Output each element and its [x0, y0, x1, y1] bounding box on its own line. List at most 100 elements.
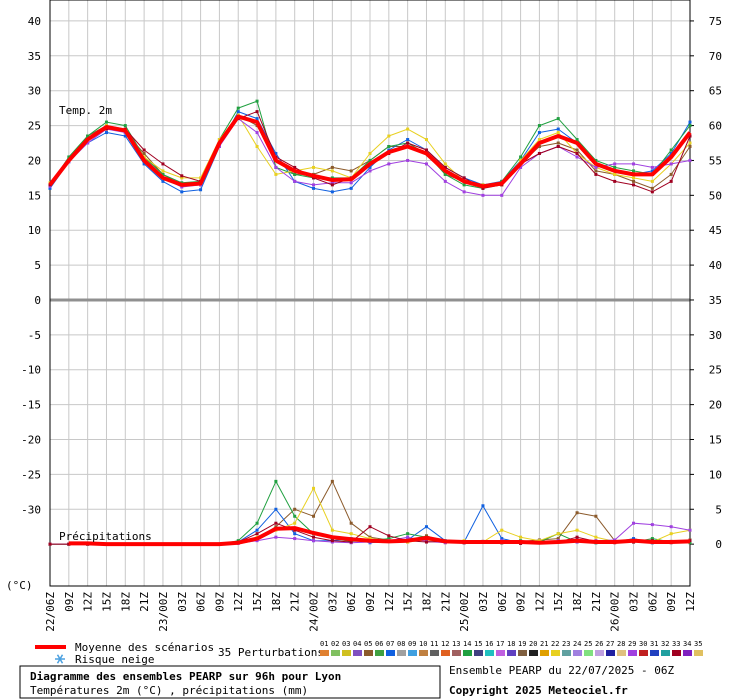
perturbation-label: 33: [672, 640, 680, 648]
perturbation-swatch: [463, 650, 472, 656]
copyright: Copyright 2025 Meteociel.fr: [449, 684, 628, 697]
member-temp-line-point: [594, 165, 598, 169]
member-temp-line-point: [594, 172, 598, 176]
member-temp-line-point: [330, 181, 334, 185]
member-precip-line-point: [312, 486, 316, 490]
member-temp-line-point: [481, 193, 485, 197]
member-temp-line-point: [669, 172, 673, 176]
member-temp-line-point: [387, 162, 391, 166]
y-tick-label: 20: [28, 154, 41, 167]
member-temp-line-point: [255, 110, 259, 114]
member-precip-line-point: [556, 537, 560, 541]
member-precip-line-point: [349, 532, 353, 536]
member-precip-line-point: [349, 540, 353, 544]
member-precip-line-point: [368, 525, 372, 529]
perturbation-label: 24: [573, 640, 581, 648]
member-temp-line-point: [255, 131, 259, 135]
perturbation-swatch: [364, 650, 373, 656]
x-tick-label: 09Z: [665, 592, 678, 612]
member-precip-line-point: [650, 537, 654, 541]
perturbation-label: 06: [375, 640, 383, 648]
perturbation-swatch: [529, 650, 538, 656]
x-tick-label: 21Z: [289, 592, 302, 612]
member-precip-line-point: [255, 521, 259, 525]
perturbation-label: 26: [595, 640, 603, 648]
perturbation-swatch: [441, 650, 450, 656]
member-temp-line-point: [161, 172, 165, 176]
member-temp-line-point: [632, 179, 636, 183]
member-temp-line-point: [199, 188, 203, 192]
y-tick-label: 5: [34, 259, 41, 272]
member-precip-line-point: [650, 523, 654, 527]
x-tick-label: 03Z: [176, 592, 189, 612]
perturbation-swatch: [507, 650, 516, 656]
member-temp-line-point: [123, 134, 127, 138]
perturbation-swatch: [485, 650, 494, 656]
member-precip-line-point: [688, 539, 692, 543]
perturbation-swatch: [408, 650, 417, 656]
x-tick-label: 24/00Z: [308, 592, 321, 632]
member-temp-line-point: [688, 141, 692, 145]
member-precip-line-point: [368, 537, 372, 541]
member-temp-line-point: [556, 117, 560, 121]
member-temp-line-point: [312, 183, 316, 187]
perturbation-swatch: [474, 650, 483, 656]
y-tick-label: -15: [21, 399, 41, 412]
member-temp-line-point: [669, 148, 673, 152]
member-temp-line-point: [575, 151, 579, 155]
member-temp-line-point: [669, 151, 673, 155]
run-label: Ensemble PEARP du 22/07/2025 - 06Z: [449, 664, 675, 677]
perturbation-swatch: [375, 650, 384, 656]
member-temp-line-point: [594, 158, 598, 162]
perturbation-label: 12: [441, 640, 449, 648]
y2-tick-label: 25: [709, 364, 722, 377]
member-temp-line-point: [594, 169, 598, 173]
member-temp-line-point: [349, 181, 353, 185]
y2-tick-label: 30: [709, 329, 722, 342]
member-temp-line-point: [330, 183, 334, 187]
perturbation-swatch: [639, 650, 648, 656]
perturbation-swatch: [562, 650, 571, 656]
perturbation-swatch: [606, 650, 615, 656]
member-temp-line-point: [349, 169, 353, 173]
perturbation-label: 25: [584, 640, 592, 648]
perturbation-label: 35: [694, 640, 702, 648]
member-precip-line-point: [255, 532, 259, 536]
member-temp-line-point: [180, 185, 184, 189]
x-tick-label: 18Z: [270, 592, 283, 612]
snow-icon: [55, 654, 65, 664]
y2-tick-label: 45: [709, 224, 722, 237]
member-precip-line-point: [274, 507, 278, 511]
member-precip-line-point: [613, 538, 617, 542]
x-tick-label: 09Z: [364, 592, 377, 612]
member-temp-line-point: [368, 158, 372, 162]
member-temp-line-point: [274, 172, 278, 176]
x-tick-label: 15Z: [251, 592, 264, 612]
member-temp-line-point: [387, 148, 391, 152]
member-temp-line-point: [613, 165, 617, 169]
y-tick-label: 35: [28, 50, 41, 63]
member-temp-line-point: [387, 145, 391, 148]
member-temp-line-point: [293, 179, 297, 183]
member-precip-line-point: [48, 542, 52, 546]
member-temp-line-point: [613, 179, 617, 183]
x-tick-label: 09Z: [63, 592, 76, 612]
member-precip-line-point: [424, 525, 428, 529]
member-precip-line-point: [387, 537, 391, 541]
x-tick-label: 21Z: [439, 592, 452, 612]
perturbation-label: 02: [331, 640, 339, 648]
member-temp-line-point: [632, 169, 636, 173]
member-temp-line-point: [688, 158, 692, 162]
y-tick-label: -20: [21, 434, 41, 447]
member-temp-line-point: [650, 190, 654, 194]
perturbation-swatch: [452, 650, 461, 656]
member-temp-line-point: [632, 162, 636, 166]
member-temp-line-point: [688, 145, 692, 148]
member-temp-line-point: [406, 127, 410, 131]
member-temp-line-point: [462, 190, 466, 194]
member-precip-line-point: [293, 514, 297, 518]
member-temp-line-point: [650, 186, 654, 190]
member-precip-line-point: [406, 535, 410, 539]
y-tick-label: 30: [28, 85, 41, 98]
